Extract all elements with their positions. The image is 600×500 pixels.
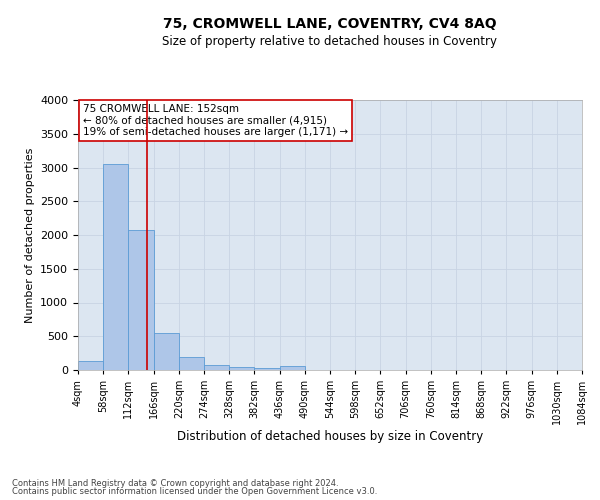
Bar — [154, 333, 179, 370]
Text: 75 CROMWELL LANE: 152sqm
← 80% of detached houses are smaller (4,915)
19% of sem: 75 CROMWELL LANE: 152sqm ← 80% of detach… — [83, 104, 348, 137]
Bar — [254, 368, 280, 370]
Bar — [280, 366, 305, 370]
Text: 75, CROMWELL LANE, COVENTRY, CV4 8AQ: 75, CROMWELL LANE, COVENTRY, CV4 8AQ — [163, 18, 497, 32]
Bar — [179, 356, 204, 370]
Bar — [78, 360, 103, 370]
Bar — [128, 230, 154, 370]
Text: Size of property relative to detached houses in Coventry: Size of property relative to detached ho… — [163, 35, 497, 48]
Bar — [204, 365, 229, 370]
Y-axis label: Number of detached properties: Number of detached properties — [25, 148, 35, 322]
Bar — [229, 366, 254, 370]
Bar — [103, 164, 128, 370]
X-axis label: Distribution of detached houses by size in Coventry: Distribution of detached houses by size … — [177, 430, 483, 443]
Text: Contains HM Land Registry data © Crown copyright and database right 2024.: Contains HM Land Registry data © Crown c… — [12, 478, 338, 488]
Text: Contains public sector information licensed under the Open Government Licence v3: Contains public sector information licen… — [12, 487, 377, 496]
